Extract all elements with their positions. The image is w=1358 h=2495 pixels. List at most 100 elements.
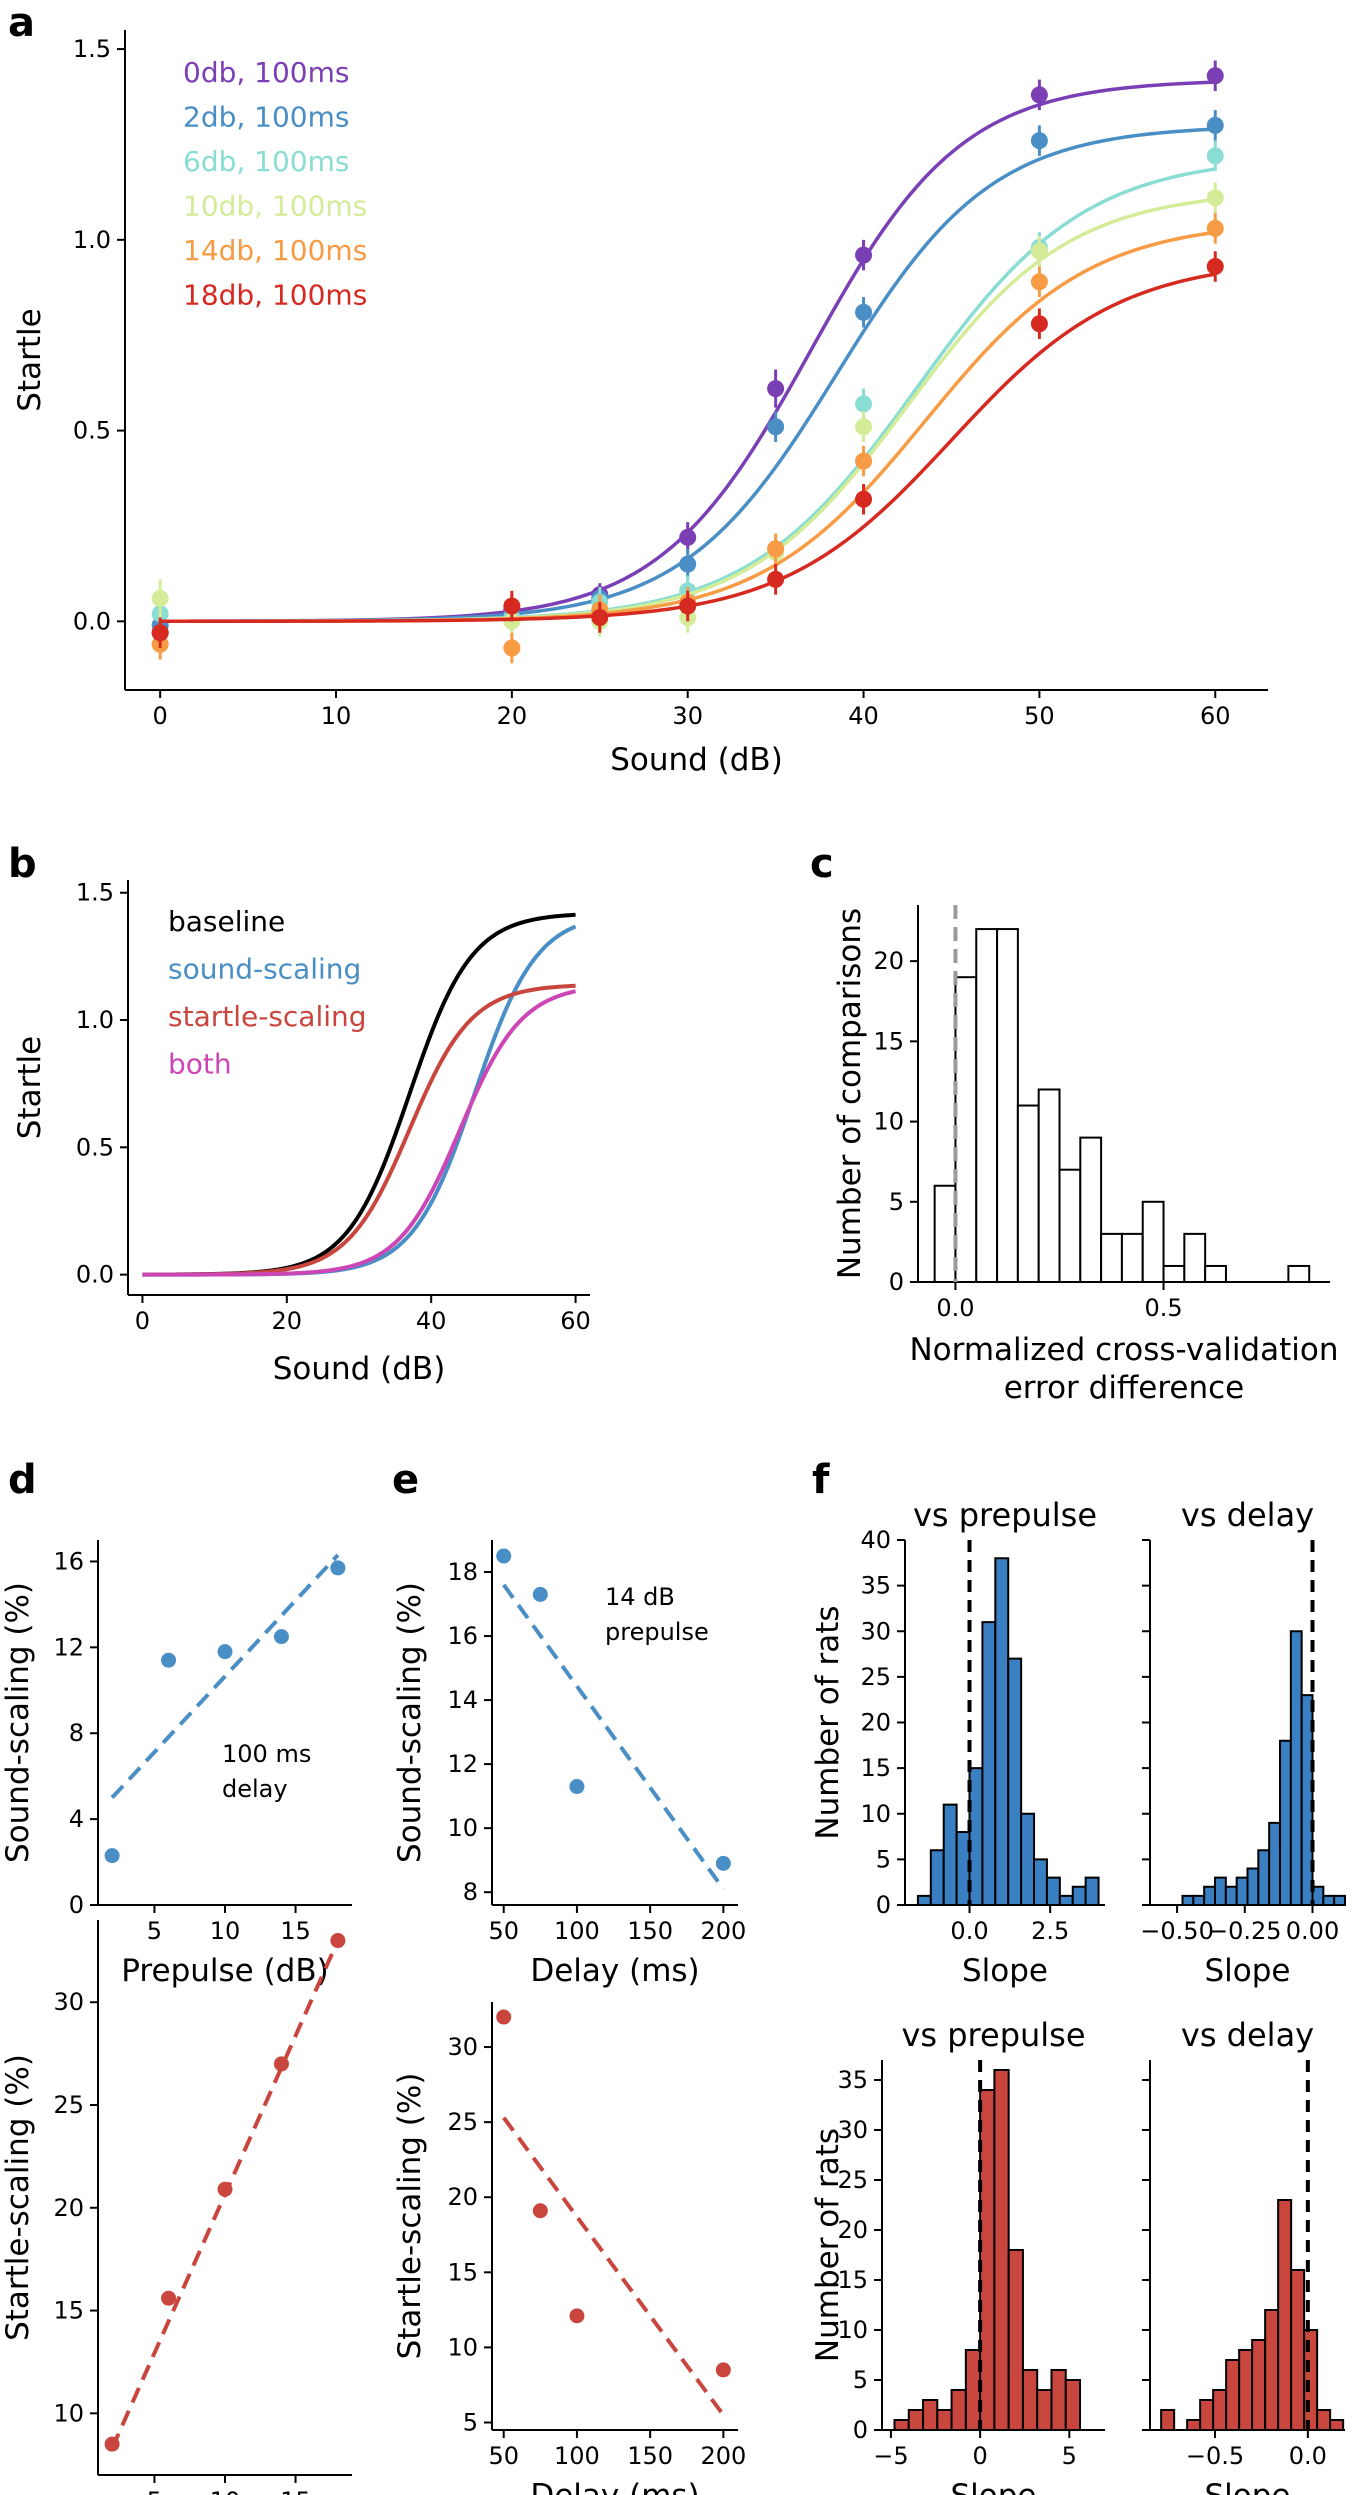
x-axis-label: Prepulse (dB) (121, 1953, 328, 1989)
panel-f-bottom-delay: −0.5 0.0 Slope vs delay (1142, 2016, 1345, 2495)
curve-both (142, 989, 576, 1277)
y-axis-label: Startle (12, 1036, 48, 1139)
histogram-bar (1064, 2379, 1082, 2431)
y-tick-label: 25 (447, 2108, 478, 2136)
data-point (503, 639, 521, 657)
legend-entry: baseline (168, 905, 285, 938)
panel-e-bottom: 50 100 150 200 5 10 15 20 25 30 Delay (ms) Startle-… (392, 2002, 746, 2495)
histogram-bar (1120, 1232, 1144, 1283)
histogram-bar (1033, 1858, 1048, 1906)
panel-b: 0 20 40 60 0.0 0.5 1.0 1.5 Sound (dB) Startle base… (12, 879, 591, 1387)
panel-title: vs prepulse (901, 2016, 1085, 2054)
histogram-bar (1214, 1876, 1227, 1906)
y-tick-label: 15 (53, 2297, 84, 2325)
y-tick-label: 30 (447, 2033, 478, 2061)
x-tick-label: 0 (135, 1307, 150, 1335)
x-tick-label: 10 (210, 1917, 241, 1945)
x-tick-label: 60 (1200, 702, 1231, 730)
data-point (104, 2436, 120, 2452)
y-tick-label: 20 (837, 2216, 868, 2244)
y-tick-label: 0.5 (73, 417, 111, 445)
y-tick-label: 5 (853, 2366, 868, 2394)
histogram-bar (893, 2419, 910, 2431)
y-axis-label: Number of rats (810, 2128, 846, 2362)
panel-c: 0.0 0.5 0 5 10 15 20 Normalized cross-validatio… (832, 905, 1339, 1406)
data-point (569, 1779, 585, 1795)
y-tick-label: 12 (447, 1750, 478, 1778)
y-tick-label: 30 (837, 2116, 868, 2144)
y-tick-label: 1.0 (73, 226, 111, 254)
fit-line (502, 2116, 725, 2417)
data-point (104, 1848, 120, 1864)
data-point (1030, 315, 1048, 333)
histogram-bar (936, 2409, 953, 2431)
data-point (496, 2009, 512, 2025)
x-tick-label: 200 (700, 1917, 746, 1945)
data-point (855, 490, 873, 508)
y-tick-label: 0 (876, 1891, 891, 1919)
histogram-bar (1277, 2199, 1293, 2431)
data-point (569, 2308, 585, 2324)
data-point (855, 452, 873, 470)
x-tick-label: 5 (147, 1917, 162, 1945)
x-tick-label: 5 (147, 2487, 162, 2495)
x-tick-label: 0.0 (950, 1917, 988, 1945)
histogram-bar (1183, 1232, 1207, 1283)
histogram-bar (1290, 2269, 1306, 2431)
data-point (161, 1652, 177, 1668)
histogram-bar (964, 2349, 982, 2431)
y-tick-label: 35 (860, 1572, 891, 1600)
x-tick-label: 5 (1062, 2442, 1077, 2470)
y-tick-label: 16 (53, 1547, 84, 1575)
y-axis-label: Sound-scaling (%) (0, 1582, 36, 1863)
histogram-bar (1045, 1876, 1061, 1906)
histogram-bar (1268, 1821, 1281, 1906)
data-point (855, 303, 873, 321)
data-point (679, 597, 697, 615)
data-point (767, 380, 785, 398)
histogram-bar (1071, 1885, 1087, 1906)
y-tick-label: 40 (860, 1526, 891, 1554)
data-point (855, 395, 873, 413)
y-tick-label: 15 (447, 2258, 478, 2286)
panel-label-e: e (392, 1457, 419, 1503)
y-tick-label: 10 (860, 1800, 891, 1828)
data-point (532, 2203, 548, 2219)
panel-e-top: 50 100 150 200 8 10 12 14 16 18 Delay (ms) Sound-sc… (392, 1540, 746, 1989)
x-tick-label: 200 (700, 2442, 746, 2470)
histogram-bar (1162, 1264, 1186, 1283)
y-tick-label: 15 (837, 2266, 868, 2294)
x-tick-label: 50 (1024, 702, 1055, 730)
x-tick-label: 150 (627, 2442, 673, 2470)
x-tick-label: −0.25 (1208, 1917, 1282, 1945)
y-tick-label: 8 (69, 1719, 84, 1747)
data-point (1030, 242, 1048, 260)
x-tick-label: 150 (627, 1917, 673, 1945)
data-point (679, 528, 697, 546)
x-tick-label: 40 (416, 1307, 447, 1335)
histogram-bar (1199, 2399, 1215, 2431)
panel-label-d: d (8, 1457, 37, 1503)
x-tick-label: 0.0 (936, 1294, 974, 1322)
histogram-bar (1257, 1849, 1271, 1906)
histogram-bar (993, 2069, 1010, 2431)
x-tick-label: 0 (972, 2442, 987, 2470)
panel-a: 0 10 20 30 40 50 60 0.0 0.5 1.0 1.5 Sound (dB) Start… (12, 30, 1268, 778)
data-point (679, 555, 697, 573)
x-tick-label: 2.5 (1031, 1917, 1069, 1945)
histogram-bar (1279, 1739, 1292, 1906)
y-tick-label: 25 (837, 2166, 868, 2194)
legend-entry: 6db, 100ms (183, 145, 349, 178)
histogram-bar (996, 928, 1019, 1283)
y-tick-label: 10 (873, 1108, 904, 1136)
x-axis-label: Sound (dB) (273, 1351, 446, 1387)
histogram-bar (994, 1557, 1010, 1906)
data-point (151, 589, 169, 607)
legend-entry: startle-scaling (168, 1000, 367, 1033)
x-tick-label: 50 (488, 1917, 519, 1945)
y-tick-label: 18 (447, 1558, 478, 1586)
y-tick-label: 20 (860, 1709, 891, 1737)
data-point (273, 1629, 289, 1645)
data-point (1206, 189, 1224, 207)
